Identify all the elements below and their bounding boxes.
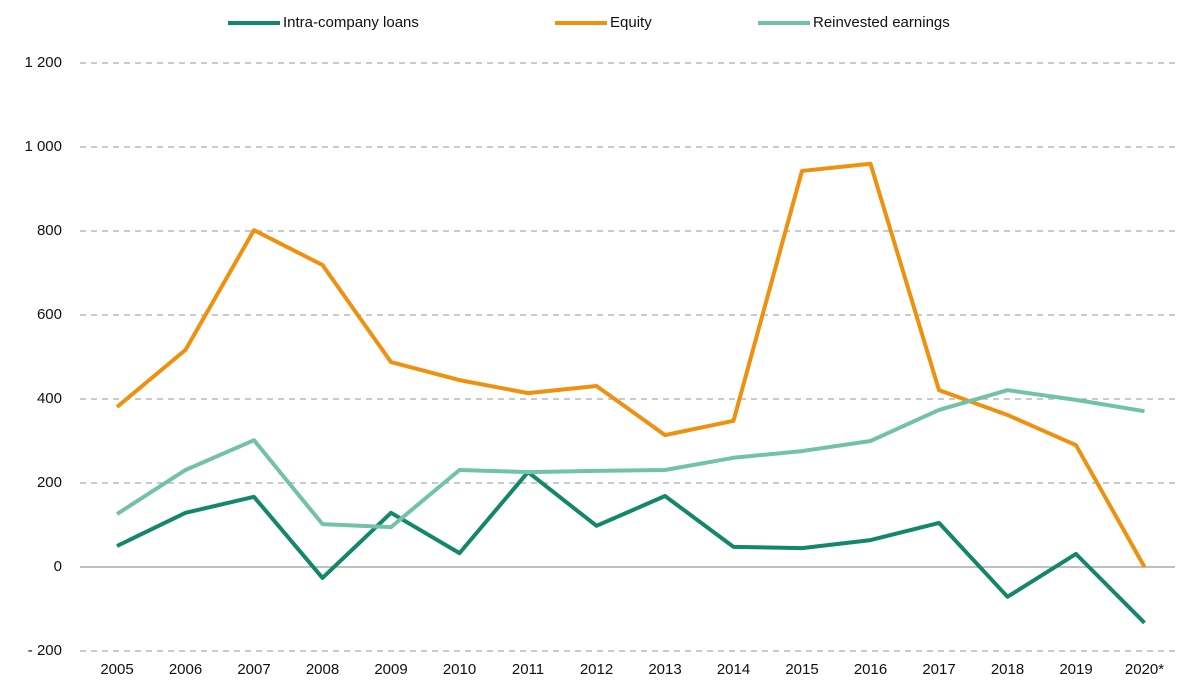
y-tick-label: 1 200: [24, 54, 62, 71]
x-tick-label: 2020*: [1125, 661, 1164, 678]
y-tick-label: - 200: [28, 642, 62, 659]
x-tick-label: 2019: [1059, 661, 1092, 678]
y-tick-label: 0: [54, 558, 62, 575]
x-tick-label: 2016: [854, 661, 887, 678]
x-tick-label: 2014: [717, 661, 750, 678]
x-tick-label: 2005: [100, 661, 133, 678]
x-tick-label: 2009: [374, 661, 407, 678]
legend-label: Intra-company loans: [283, 14, 419, 31]
legend-label: Reinvested earnings: [813, 14, 950, 31]
x-tick-label: 2018: [991, 661, 1024, 678]
x-tick-label: 2017: [922, 661, 955, 678]
series-line: [116, 470, 1146, 625]
y-tick-label: 800: [37, 222, 62, 239]
x-tick-label: 2008: [306, 661, 339, 678]
y-tick-label: 400: [37, 390, 62, 407]
x-tick-label: 2012: [580, 661, 613, 678]
legend-label: Equity: [610, 14, 652, 31]
series-line: [115, 161, 1147, 568]
x-tick-label: 2013: [648, 661, 681, 678]
y-tick-label: 200: [37, 474, 62, 491]
x-tick-label: 2015: [785, 661, 818, 678]
x-tick-label: 2010: [443, 661, 476, 678]
y-tick-label: 600: [37, 306, 62, 323]
series-line: [115, 388, 1145, 530]
x-tick-label: 2006: [169, 661, 202, 678]
y-tick-label: 1 000: [24, 138, 62, 155]
x-tick-label: 2011: [512, 661, 544, 678]
x-tick-label: 2007: [237, 661, 270, 678]
